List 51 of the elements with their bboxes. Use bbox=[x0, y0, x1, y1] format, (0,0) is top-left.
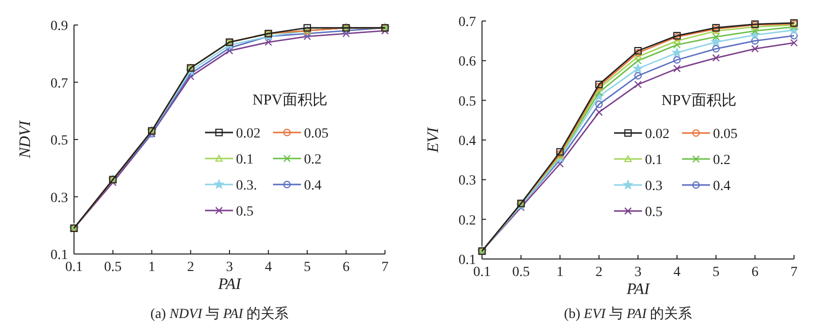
y-tick-label: 0.3 bbox=[458, 174, 476, 189]
x-tick-label: 3 bbox=[226, 260, 233, 275]
x-tick-label: 0.5 bbox=[104, 260, 122, 275]
legend-label: 0.02 bbox=[236, 126, 260, 142]
y-axis-title: NDVI bbox=[17, 120, 34, 160]
x-tick-label: 6 bbox=[752, 265, 758, 280]
x-tick-label: 7 bbox=[790, 265, 798, 280]
legend-label: 0.05 bbox=[713, 127, 738, 142]
legend-label: 0.5 bbox=[645, 205, 662, 220]
y-tick-label: 0.1 bbox=[50, 248, 68, 263]
x-tick-label: 4 bbox=[264, 260, 272, 275]
legend-label: 0.2 bbox=[713, 153, 730, 168]
x-tick-label: 0.1 bbox=[65, 260, 83, 275]
y-tick-label: 0.2 bbox=[458, 213, 476, 228]
y-tick-label: 0.7 bbox=[458, 15, 476, 30]
x-tick-label: 4 bbox=[674, 265, 680, 280]
y-tick-label: 0.7 bbox=[50, 76, 68, 92]
y-tick-label: 0.5 bbox=[458, 94, 476, 110]
y-tick-label: 0.9 bbox=[50, 19, 68, 34]
legend-label: 0.05 bbox=[304, 126, 328, 142]
y-tick-label: 0.4 bbox=[458, 134, 476, 149]
x-tick-label: 5 bbox=[304, 260, 311, 275]
legend-label: 0.1 bbox=[645, 153, 662, 168]
legend-label: 0.3. bbox=[236, 178, 257, 194]
legend-label: 0.4 bbox=[713, 179, 730, 194]
legend-label: 0.3 bbox=[645, 179, 662, 194]
legend-label: 0.02 bbox=[645, 127, 670, 142]
x-axis-title: PAI bbox=[217, 276, 242, 293]
legend-label: 0.5 bbox=[236, 204, 254, 220]
legend-title: NPV面积比 bbox=[252, 92, 328, 108]
x-tick-label: 1 bbox=[148, 260, 156, 275]
x-axis-title: PAI bbox=[626, 281, 650, 298]
text: (b) EVI 与 PAI 的关系 bbox=[564, 306, 692, 322]
text: (a) NDVI 与 PAI 的关系 bbox=[150, 306, 289, 322]
x-tick-label: 1 bbox=[556, 265, 564, 280]
legend-title: NPV面积比 bbox=[661, 92, 737, 109]
legend-label: 0.2 bbox=[304, 152, 322, 168]
legend-label: 0.4 bbox=[304, 178, 322, 194]
x-tick-label: 5 bbox=[712, 265, 720, 280]
x-tick-label: 0.5 bbox=[512, 265, 530, 280]
y-tick-label: 0.5 bbox=[50, 134, 68, 148]
y-tick-label: 0.3 bbox=[50, 190, 68, 206]
y-tick-label: 0.6 bbox=[458, 54, 476, 70]
x-tick-label: 6 bbox=[342, 260, 350, 275]
x-tick-label: 3 bbox=[634, 265, 642, 280]
y-axis-title: EVI bbox=[425, 126, 442, 154]
legend-label: 0.1 bbox=[236, 152, 254, 168]
x-tick-label: 7 bbox=[382, 260, 388, 275]
x-tick-label: 0.1 bbox=[473, 265, 491, 280]
x-tick-label: 2 bbox=[187, 260, 194, 275]
x-tick-label: 2 bbox=[596, 265, 602, 280]
